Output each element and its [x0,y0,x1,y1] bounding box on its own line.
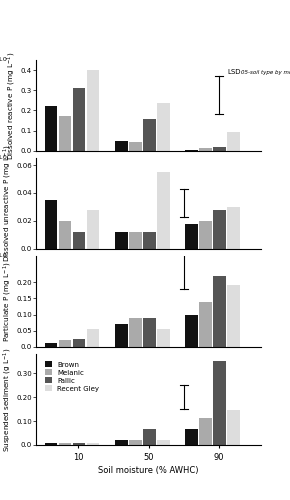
Bar [129,440,142,445]
Bar [185,429,198,445]
Bar [129,318,142,347]
Bar [59,340,71,347]
Bar [45,442,57,445]
Bar [73,339,86,347]
Bar [213,362,226,445]
Bar [157,329,170,347]
Y-axis label: Suspended sediment (g L$^{-1}$): Suspended sediment (g L$^{-1}$) [1,348,14,452]
X-axis label: Soil moisture (% AWHC): Soil moisture (% AWHC) [98,466,199,475]
Bar [143,318,156,347]
Bar [73,442,86,445]
Bar [73,232,86,249]
Bar [87,210,99,249]
Legend: Brown, Melanic, Pallic, Recent Gley: Brown, Melanic, Pallic, Recent Gley [42,358,102,394]
Bar [87,442,99,445]
Bar [87,70,99,151]
Bar [143,429,156,445]
Bar [157,172,170,249]
Bar [143,118,156,151]
Bar [115,440,128,445]
Bar [185,314,198,347]
Bar [129,142,142,151]
Bar [115,232,128,249]
Bar [45,343,57,347]
Text: 1.0: 1.0 [0,57,7,62]
Bar [199,221,212,249]
Y-axis label: Particulate P (mg L$^{-1}$): Particulate P (mg L$^{-1}$) [1,261,14,342]
Bar [185,150,198,151]
Text: LSD: LSD [227,69,241,75]
Bar [45,106,57,151]
Bar [185,224,198,249]
Bar [199,302,212,347]
Bar [87,329,99,347]
Y-axis label: Dissolved reactive P (mg L$^{-1}$): Dissolved reactive P (mg L$^{-1}$) [6,51,18,160]
Bar [213,276,226,347]
Bar [143,232,156,249]
Bar [213,147,226,151]
Bar [115,142,128,151]
Bar [73,88,86,151]
Bar [213,210,226,249]
Bar [157,104,170,151]
Bar [227,132,240,151]
Text: 05-soil type by moisture: 05-soil type by moisture [241,70,290,75]
Bar [59,442,71,445]
Bar [115,324,128,347]
Bar [227,286,240,347]
Bar [199,148,212,151]
Bar [129,232,142,249]
Bar [59,116,71,151]
Bar [227,410,240,445]
Bar [59,221,71,249]
Bar [45,200,57,249]
Bar [227,207,240,249]
Bar [199,418,212,445]
Text: 1.0: 1.0 [0,254,7,258]
Bar [157,440,170,445]
Y-axis label: Dissolved unreactive P (mg L$^{-1}$): Dissolved unreactive P (mg L$^{-1}$) [1,144,14,262]
Text: 1.0: 1.0 [0,156,7,160]
